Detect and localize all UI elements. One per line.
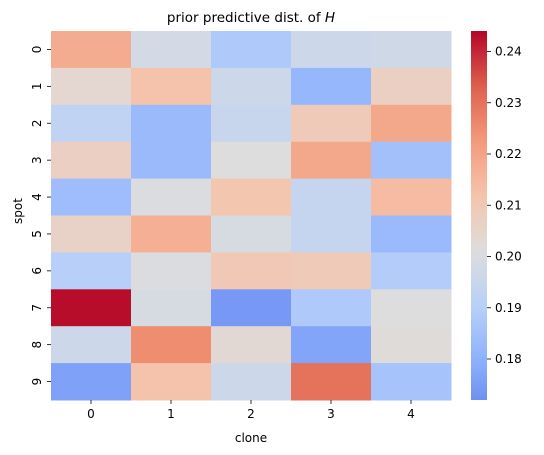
colorbar xyxy=(471,31,487,400)
y-tick-label: 1 xyxy=(30,83,44,91)
heatmap-cell-7-2 xyxy=(211,289,292,327)
heatmap-cell-9-1 xyxy=(131,363,212,401)
heatmap-cell-7-3 xyxy=(291,289,372,327)
heatmap-cell-6-4 xyxy=(371,252,452,290)
colorbar-tick-label: 0.18 xyxy=(495,352,522,366)
colorbar-tick-label: 0.23 xyxy=(495,96,522,110)
heatmap-cell-2-3 xyxy=(291,104,372,143)
heatmap-cell-6-1 xyxy=(131,252,212,290)
heatmap-cell-7-0 xyxy=(51,289,132,327)
y-tick-label: 9 xyxy=(30,378,44,386)
heatmap-cell-6-3 xyxy=(291,252,372,290)
heatmap-cell-1-4 xyxy=(371,67,452,106)
heatmap-cell-8-3 xyxy=(291,326,372,364)
colorbar-ticks: 0.18 0.19 0.20 0.21 0.22 0.23 0.24 xyxy=(487,45,522,366)
heatmap-cell-4-4 xyxy=(371,178,452,216)
heatmap-cell-8-1 xyxy=(131,326,212,364)
chart-title-variable: H xyxy=(325,10,335,26)
chart-title-text: prior predictive dist. of xyxy=(167,10,325,26)
y-tick-label: 6 xyxy=(30,267,44,275)
heatmap-cell-3-2 xyxy=(211,141,292,180)
x-tick-label: 0 xyxy=(87,407,95,421)
x-tick-label: 2 xyxy=(247,407,255,421)
heatmap-cell-8-2 xyxy=(211,326,292,364)
y-axis-ticks: 0 1 2 3 4 5 6 7 8 9 xyxy=(30,46,51,386)
heatmap-cell-4-0 xyxy=(51,178,132,216)
y-tick-label: 5 xyxy=(30,230,44,238)
y-tick-label: 2 xyxy=(30,119,44,127)
heatmap-cell-3-0 xyxy=(51,141,132,180)
heatmap-cell-1-1 xyxy=(131,67,212,106)
heatmap-cell-7-4 xyxy=(371,289,452,327)
heatmap-cell-0-4 xyxy=(371,31,452,69)
colorbar-tick-label: 0.22 xyxy=(495,147,522,161)
heatmap-cell-0-3 xyxy=(291,31,372,69)
colorbar-tick-label: 0.24 xyxy=(495,45,522,59)
heatmap-cell-8-4 xyxy=(371,326,452,364)
heatmap-cell-8-0 xyxy=(51,326,132,364)
heatmap-cell-4-2 xyxy=(211,178,292,216)
y-tick-label: 8 xyxy=(30,341,44,349)
heatmap-cell-7-1 xyxy=(131,289,212,327)
heatmap-cell-9-3 xyxy=(291,363,372,401)
heatmap-cell-5-3 xyxy=(291,215,372,253)
heatmap-cell-6-0 xyxy=(51,252,132,290)
heatmap-cell-6-2 xyxy=(211,252,292,290)
y-tick-label: 3 xyxy=(30,156,44,164)
y-tick-label: 7 xyxy=(30,304,44,312)
heatmap-cell-4-1 xyxy=(131,178,212,216)
colorbar-tick-label: 0.21 xyxy=(495,198,522,212)
heatmap-cells xyxy=(51,31,452,401)
x-axis-ticks: 0 1 2 3 4 xyxy=(87,400,415,421)
heatmap-cell-4-3 xyxy=(291,178,372,216)
heatmap-cell-5-0 xyxy=(51,215,132,253)
y-axis-label: spot xyxy=(11,198,25,224)
heatmap-cell-9-2 xyxy=(211,363,292,401)
heatmap-cell-5-1 xyxy=(131,215,212,253)
heatmap-cell-9-0 xyxy=(51,363,132,401)
heatmap-cell-3-4 xyxy=(371,141,452,180)
heatmap-cell-1-2 xyxy=(211,67,292,106)
x-tick-label: 1 xyxy=(167,407,175,421)
heatmap-cell-0-2 xyxy=(211,31,292,69)
heatmap-cell-0-1 xyxy=(131,31,212,69)
colorbar-tick-label: 0.19 xyxy=(495,301,522,315)
heatmap-cell-2-0 xyxy=(51,104,132,143)
x-axis-label: clone xyxy=(235,431,267,445)
heatmap-cell-2-2 xyxy=(211,104,292,143)
heatmap-cell-0-0 xyxy=(51,31,132,69)
chart-title: prior predictive dist. of H xyxy=(167,10,335,26)
y-tick-label: 4 xyxy=(30,193,44,201)
heatmap-cell-2-1 xyxy=(131,104,212,143)
y-tick-label: 0 xyxy=(30,46,44,54)
heatmap-cell-5-2 xyxy=(211,215,292,253)
heatmap-cell-3-1 xyxy=(131,141,212,180)
heatmap-cell-9-4 xyxy=(371,363,452,401)
x-tick-label: 3 xyxy=(327,407,335,421)
heatmap-cell-1-3 xyxy=(291,67,372,106)
heatmap-cell-2-4 xyxy=(371,104,452,143)
colorbar-tick-label: 0.20 xyxy=(495,250,522,264)
x-tick-label: 4 xyxy=(407,407,415,421)
heatmap-cell-1-0 xyxy=(51,67,132,106)
heatmap-cell-5-4 xyxy=(371,215,452,253)
heatmap-cell-3-3 xyxy=(291,141,372,180)
